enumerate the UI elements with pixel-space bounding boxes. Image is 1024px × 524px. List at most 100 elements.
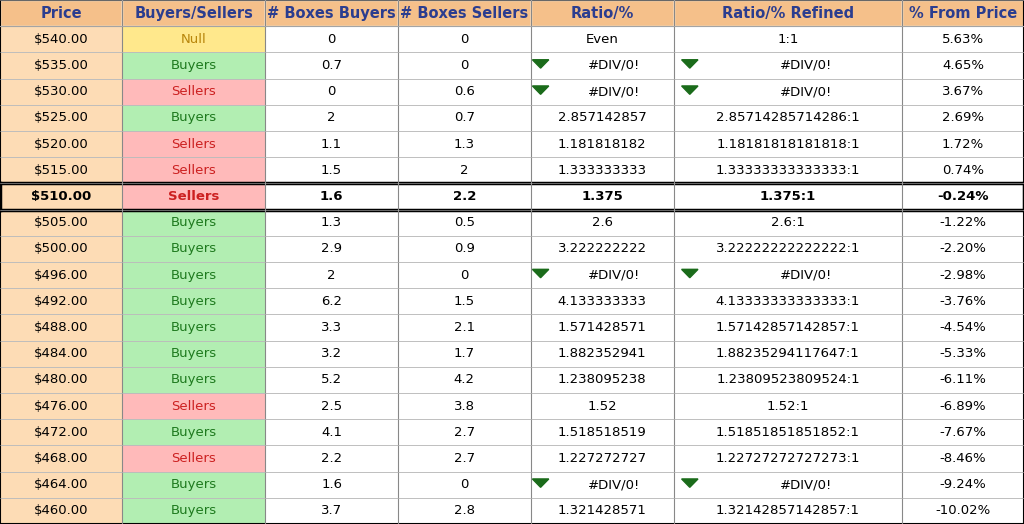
Bar xyxy=(902,157,1024,183)
Text: 1.52: 1.52 xyxy=(588,400,617,412)
Text: 1.18181818181818:1: 1.18181818181818:1 xyxy=(716,138,860,150)
Bar xyxy=(530,498,674,524)
Bar xyxy=(530,105,674,131)
Text: 2.9: 2.9 xyxy=(322,243,342,255)
Text: 5.2: 5.2 xyxy=(322,374,342,386)
Text: $525.00: $525.00 xyxy=(34,112,88,124)
Text: $480.00: $480.00 xyxy=(34,374,88,386)
Text: 1.52:1: 1.52:1 xyxy=(767,400,809,412)
Bar xyxy=(0,367,122,393)
Text: 1.6: 1.6 xyxy=(319,190,343,203)
Bar xyxy=(530,26,674,52)
Text: 0: 0 xyxy=(328,85,336,98)
Bar xyxy=(674,183,902,210)
Bar xyxy=(902,498,1024,524)
Bar xyxy=(122,393,265,419)
Bar xyxy=(398,131,530,157)
Bar xyxy=(398,236,530,262)
Text: Buyers: Buyers xyxy=(171,269,217,281)
Text: 1.6: 1.6 xyxy=(322,478,342,491)
Text: 1.33333333333333:1: 1.33333333333333:1 xyxy=(716,164,860,177)
Bar xyxy=(530,341,674,367)
Text: 2: 2 xyxy=(460,164,469,177)
Text: 3.3: 3.3 xyxy=(322,321,342,334)
Text: -9.24%: -9.24% xyxy=(940,478,986,491)
Bar xyxy=(398,341,530,367)
Text: 3.222222222: 3.222222222 xyxy=(558,243,647,255)
Text: -0.24%: -0.24% xyxy=(937,190,989,203)
Text: 2.85714285714286:1: 2.85714285714286:1 xyxy=(716,112,860,124)
Bar xyxy=(530,52,674,79)
Bar xyxy=(674,52,902,79)
Bar xyxy=(674,131,902,157)
Bar xyxy=(0,210,122,236)
Text: -6.11%: -6.11% xyxy=(940,374,986,386)
Text: Ratio/% Refined: Ratio/% Refined xyxy=(722,6,854,20)
Bar xyxy=(122,131,265,157)
Text: 6.2: 6.2 xyxy=(322,295,342,308)
Text: Price: Price xyxy=(40,6,82,20)
Bar xyxy=(902,445,1024,472)
Text: Buyers: Buyers xyxy=(171,295,217,308)
Text: 2.8: 2.8 xyxy=(454,505,475,517)
Bar xyxy=(530,131,674,157)
Bar xyxy=(398,79,530,105)
Bar xyxy=(0,183,122,210)
Bar xyxy=(122,367,265,393)
Bar xyxy=(902,26,1024,52)
Bar xyxy=(122,79,265,105)
Bar xyxy=(674,419,902,445)
Text: # Boxes Sellers: # Boxes Sellers xyxy=(400,6,528,20)
Text: 0: 0 xyxy=(328,33,336,46)
Text: Buyers: Buyers xyxy=(171,216,217,229)
Text: 2.7: 2.7 xyxy=(454,452,475,465)
Bar xyxy=(265,498,398,524)
Bar xyxy=(530,288,674,314)
Bar xyxy=(265,0,398,26)
Bar xyxy=(674,105,902,131)
Text: Buyers: Buyers xyxy=(171,347,217,360)
Text: 2.7: 2.7 xyxy=(454,426,475,439)
Bar xyxy=(122,472,265,498)
Bar xyxy=(122,341,265,367)
Text: Sellers: Sellers xyxy=(171,452,216,465)
Text: 1:1: 1:1 xyxy=(777,33,799,46)
Bar xyxy=(398,262,530,288)
Text: 1.375:1: 1.375:1 xyxy=(760,190,816,203)
Bar xyxy=(674,367,902,393)
Text: #DIV/0!: #DIV/0! xyxy=(780,478,833,491)
Bar xyxy=(122,52,265,79)
Bar xyxy=(398,52,530,79)
Bar xyxy=(0,131,122,157)
Text: 3.8: 3.8 xyxy=(454,400,475,412)
Bar xyxy=(902,262,1024,288)
Text: $540.00: $540.00 xyxy=(34,33,88,46)
Bar xyxy=(530,393,674,419)
Text: Sellers: Sellers xyxy=(171,85,216,98)
Bar xyxy=(265,314,398,341)
Bar xyxy=(398,183,530,210)
Text: 2: 2 xyxy=(328,269,336,281)
Bar xyxy=(265,157,398,183)
Bar xyxy=(902,236,1024,262)
Text: 3.67%: 3.67% xyxy=(942,85,984,98)
Bar xyxy=(122,498,265,524)
Bar xyxy=(0,26,122,52)
Text: 3.22222222222222:1: 3.22222222222222:1 xyxy=(716,243,860,255)
Text: $492.00: $492.00 xyxy=(34,295,88,308)
Bar xyxy=(902,210,1024,236)
Bar xyxy=(530,472,674,498)
Bar xyxy=(265,26,398,52)
Bar xyxy=(122,210,265,236)
Bar xyxy=(0,236,122,262)
Text: #DIV/0!: #DIV/0! xyxy=(588,59,640,72)
Bar xyxy=(0,341,122,367)
Text: 1.57142857142857:1: 1.57142857142857:1 xyxy=(716,321,860,334)
Polygon shape xyxy=(532,60,549,68)
Text: #DIV/0!: #DIV/0! xyxy=(780,85,833,98)
Polygon shape xyxy=(682,269,698,278)
Text: $510.00: $510.00 xyxy=(31,190,91,203)
Text: -10.02%: -10.02% xyxy=(935,505,990,517)
Text: 0.74%: 0.74% xyxy=(942,164,984,177)
Bar xyxy=(674,498,902,524)
